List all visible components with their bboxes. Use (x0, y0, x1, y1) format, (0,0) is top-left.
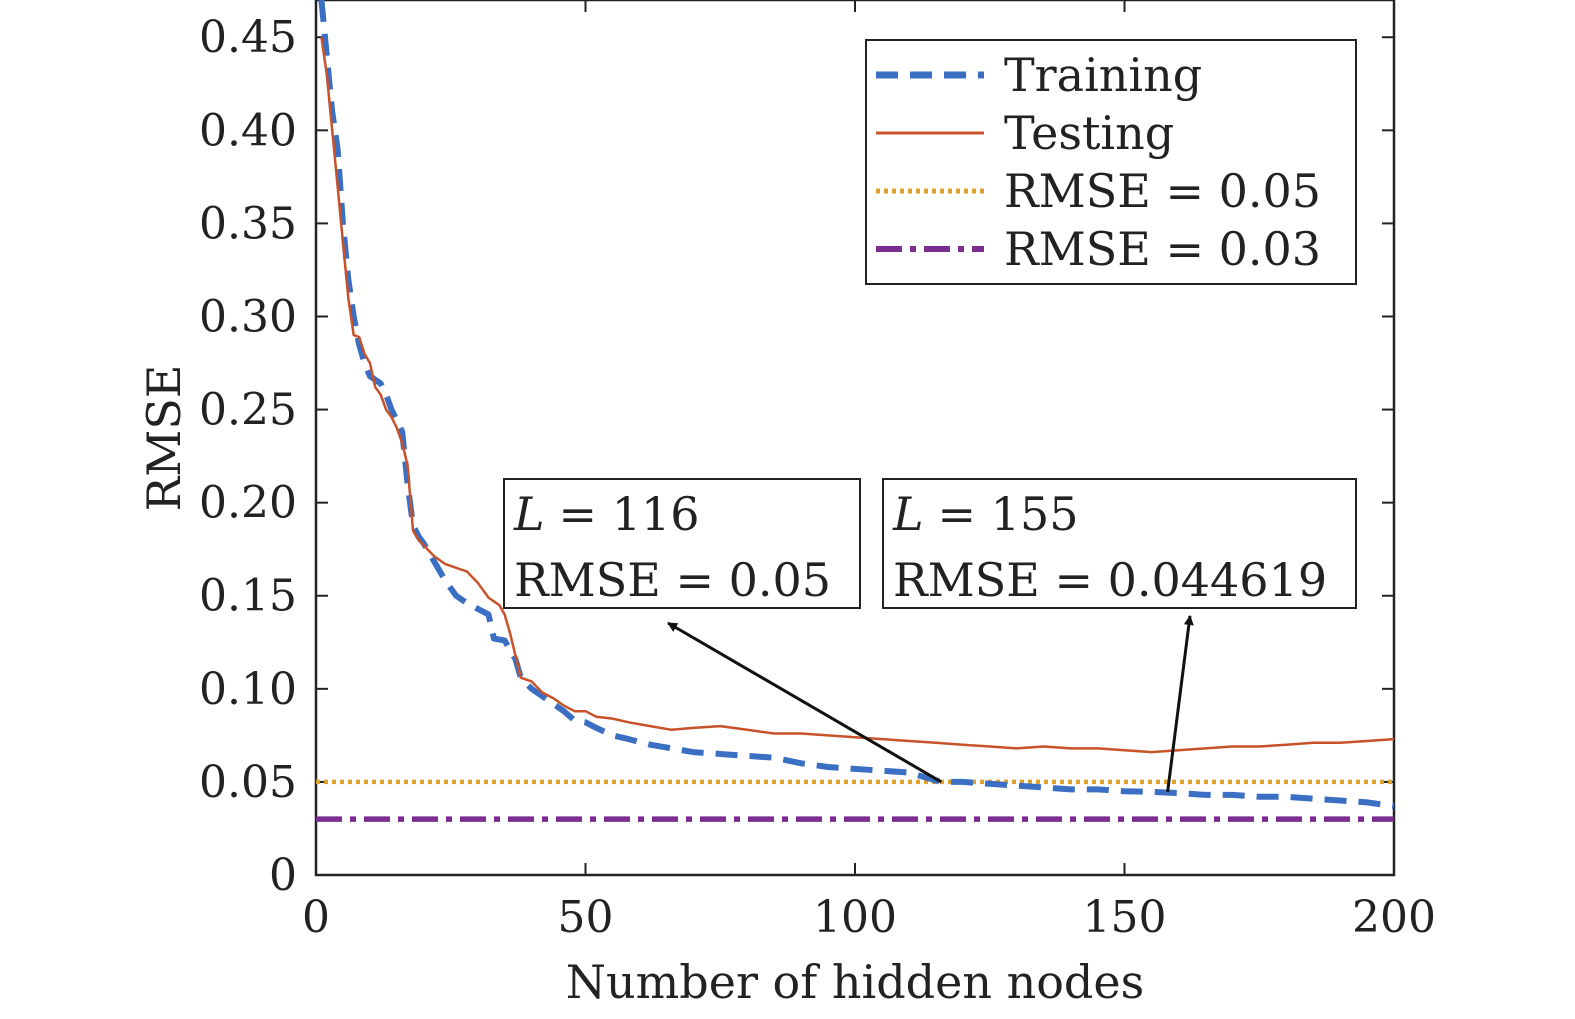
x-axis: 0 50 100 150 200 (302, 0, 1436, 943)
x-tick-label: 150 (1083, 892, 1167, 943)
y-tick-label: 0.10 (199, 664, 297, 715)
series-line-dashed (318, 0, 1395, 810)
y-axis-label: RMSE (137, 365, 191, 512)
legend-label-rmse-003: RMSE = 0.03 (1004, 222, 1321, 276)
x-tick-label: 100 (813, 892, 897, 943)
annotation-l116: L = 116 RMSE = 0.05 (503, 478, 942, 784)
y-tick-label: 0.45 (199, 12, 297, 63)
y-tick-label: 0.30 (199, 291, 297, 342)
x-tick-label: 50 (558, 892, 614, 943)
annotation-line2: RMSE = 0.05 (514, 553, 831, 607)
legend-label-training: Training (1004, 48, 1202, 102)
series-line-solid (320, 37, 1395, 754)
y-tick-label: 0.05 (199, 757, 297, 808)
annotation-l155: L = 155 RMSE = 0.044619 (882, 478, 1357, 793)
legend: Training Testing RMSE = 0.05 RMSE = 0.03 (865, 39, 1357, 285)
annotation-box (882, 478, 1357, 609)
legend-box (865, 39, 1357, 285)
annotation-line2: RMSE = 0.044619 (893, 553, 1327, 607)
legend-label-testing: Testing (1004, 106, 1174, 160)
annotation-line1: L = 155 (892, 487, 1079, 541)
y-tick-label: 0.35 (199, 198, 297, 249)
y-tick-label: 0.15 (199, 571, 297, 622)
y-tick-label: 0.20 (199, 478, 297, 529)
annotation-line1: L = 116 (513, 487, 700, 541)
x-tick-label: 0 (302, 892, 330, 943)
y-axis: 0 0.05 0.10 0.15 0.20 0.25 0.30 0.35 0.40 0.45 (199, 12, 1394, 901)
y-tick-label: 0 (269, 850, 297, 901)
legend-label-rmse-005: RMSE = 0.05 (1004, 164, 1321, 218)
annotation-arrow (667, 621, 942, 784)
annotation-box (503, 478, 861, 609)
series-layer (316, 0, 1395, 822)
x-tick-label: 200 (1352, 892, 1436, 943)
y-tick-label: 0.25 (199, 385, 297, 436)
annotation-arrow (1166, 615, 1194, 793)
y-tick-label: 0.40 (199, 105, 297, 156)
x-axis-label: Number of hidden nodes (566, 955, 1144, 1009)
